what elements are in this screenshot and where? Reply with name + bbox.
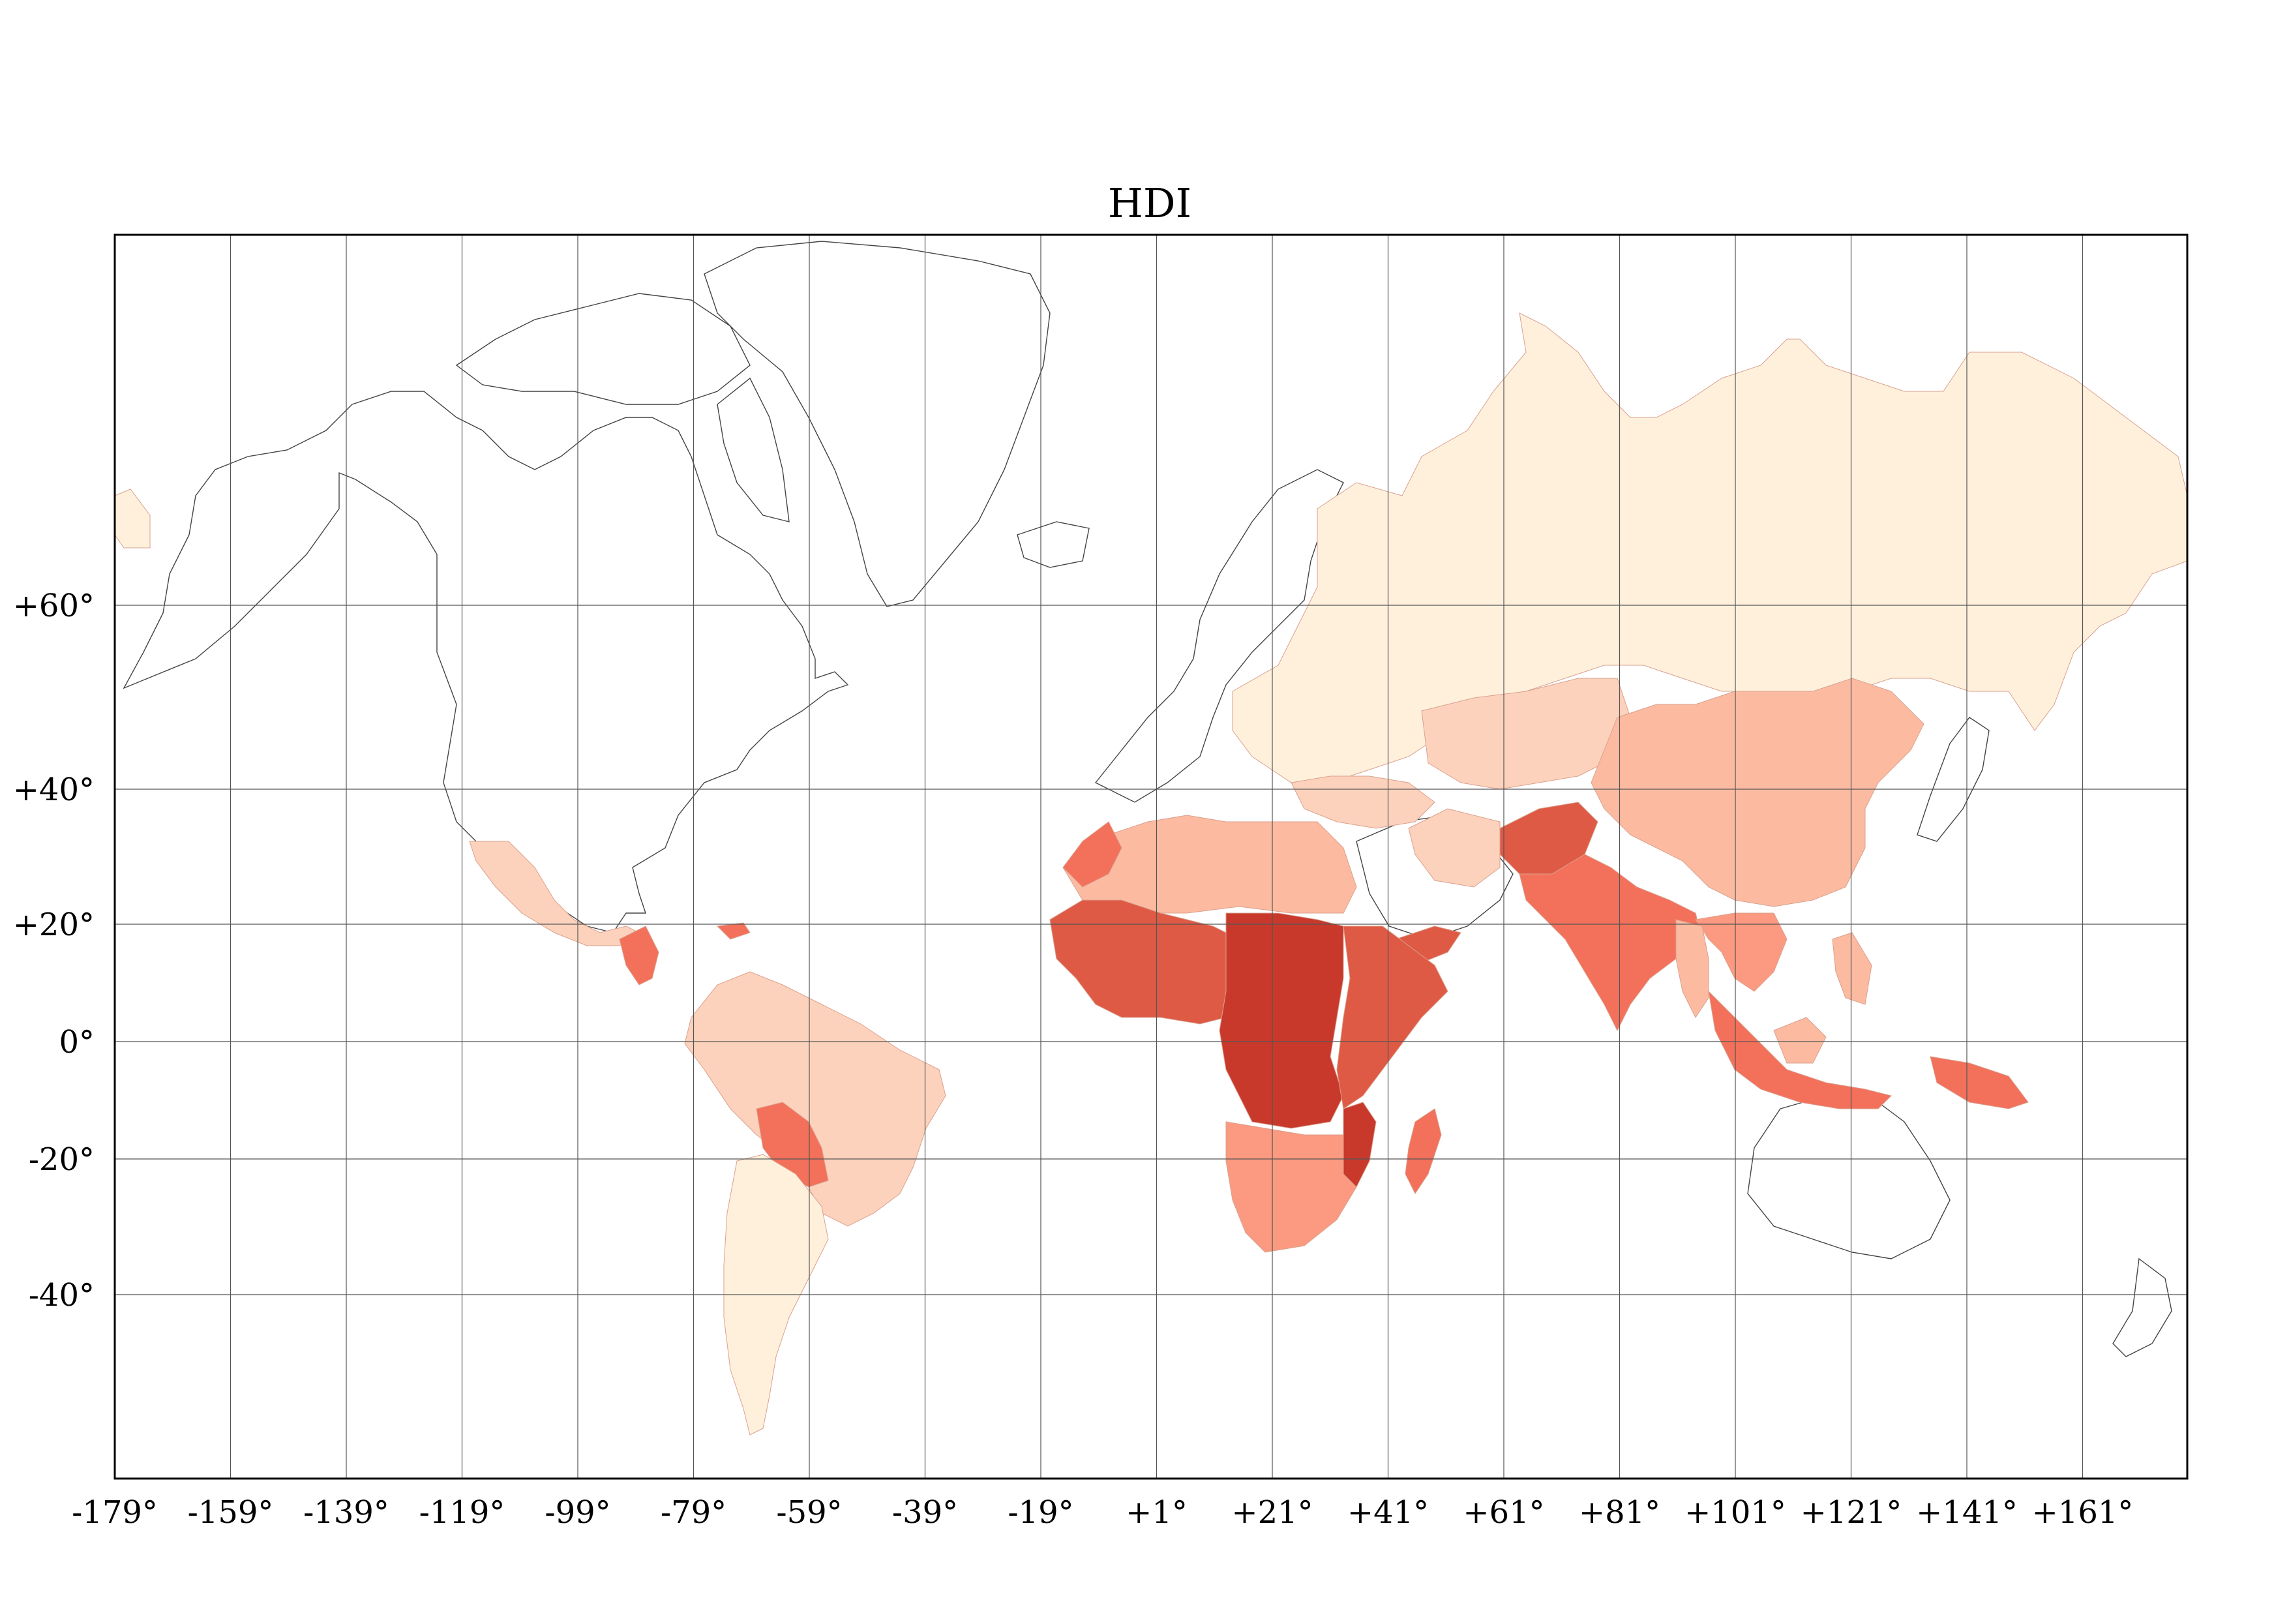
russia-northern-asia <box>1232 312 2188 783</box>
china <box>1591 678 1924 907</box>
iran <box>1408 808 1501 888</box>
arctic-archipelago-outline <box>455 293 751 405</box>
longitude-tick-label: +121° <box>1801 1494 1902 1531</box>
new-zealand-outline <box>2112 1257 2172 1357</box>
longitude-tick-label: -79° <box>661 1494 726 1531</box>
india-pakistan <box>1519 854 1703 1032</box>
longitude-tick-label: -99° <box>545 1494 610 1531</box>
latitude-tick-label: +60° <box>13 588 95 624</box>
latitude-tick-label: +40° <box>13 772 95 808</box>
map-area <box>113 233 2189 1480</box>
east-africa <box>1336 925 1448 1109</box>
longitude-tick-label: -159° <box>188 1494 274 1531</box>
central-africa <box>1219 912 1344 1129</box>
philippines <box>1832 932 1872 1005</box>
longitude-tick-label: +161° <box>2032 1494 2134 1531</box>
longitude-tick-label: -119° <box>419 1494 505 1531</box>
japan-outline <box>1917 717 1990 842</box>
map-frame <box>113 233 2189 1480</box>
longitude-tick-label: +1° <box>1126 1494 1188 1531</box>
latitude-tick-label: 0° <box>59 1024 95 1060</box>
latitude-tick-labels: +60° +40° +20° 0° -20° -40° <box>13 588 95 1314</box>
brazil-northern-south-america <box>684 971 946 1227</box>
latitude-tick-label: -40° <box>29 1277 95 1314</box>
central-america <box>619 925 659 985</box>
land-layer <box>114 241 2188 1436</box>
papua <box>1930 1056 2029 1109</box>
longitude-tick-label: +101° <box>1684 1494 1786 1531</box>
myanmar-thailand <box>1675 919 1709 1018</box>
australia-outline <box>1747 1095 1951 1259</box>
map-title: HDI <box>1108 179 1191 227</box>
baffin-island-outline <box>717 377 790 522</box>
north-america-outline <box>123 391 849 933</box>
latitude-tick-label: -20° <box>29 1141 95 1178</box>
longitude-tick-label: +41° <box>1347 1494 1429 1531</box>
longitude-tick-label: +21° <box>1231 1494 1313 1531</box>
longitude-tick-label: -59° <box>776 1494 842 1531</box>
latitude-tick-label: +20° <box>13 907 95 943</box>
longitude-tick-label: -39° <box>892 1494 958 1531</box>
southern-africa <box>1225 1121 1364 1253</box>
madagascar <box>1405 1108 1442 1194</box>
borneo <box>1773 1017 1827 1064</box>
indonesia <box>1708 990 1892 1109</box>
longitude-tick-label: -179° <box>72 1494 158 1531</box>
graticule <box>115 235 2187 1479</box>
longitude-tick-label: +141° <box>1916 1494 2018 1531</box>
longitude-tick-label: -19° <box>1008 1494 1073 1531</box>
iceland-outline <box>1017 521 1090 568</box>
greenland-outline <box>704 241 1051 607</box>
southeast-asia <box>1695 912 1788 992</box>
bolivia-paraguay <box>756 1102 829 1188</box>
mozambique <box>1343 1102 1377 1188</box>
longitude-tick-label: -139° <box>303 1494 389 1531</box>
longitude-tick-labels: -179° -159° -139° -119° -99° -79° -59° -39° -19°… <box>72 1494 2133 1531</box>
longitude-tick-label: +81° <box>1579 1494 1660 1531</box>
longitude-tick-label: +61° <box>1463 1494 1544 1531</box>
morocco <box>1062 821 1122 888</box>
